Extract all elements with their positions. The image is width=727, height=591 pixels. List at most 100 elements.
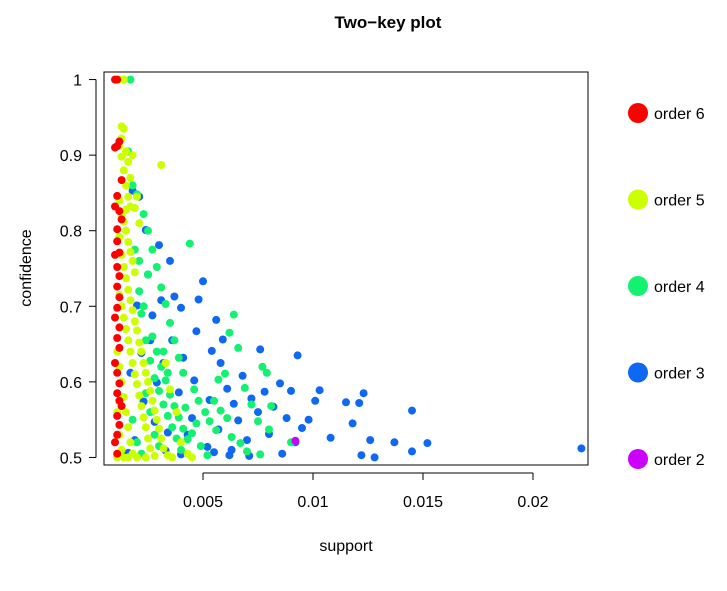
data-point bbox=[139, 302, 148, 311]
data-point bbox=[144, 434, 152, 443]
legend-item: order 6 bbox=[628, 103, 705, 123]
data-point bbox=[254, 408, 262, 417]
legend-swatch bbox=[628, 189, 648, 210]
data-point bbox=[216, 359, 225, 367]
data-point bbox=[155, 424, 163, 433]
data-point bbox=[113, 411, 122, 420]
data-point bbox=[137, 309, 146, 318]
data-point bbox=[163, 428, 172, 437]
data-point bbox=[152, 263, 161, 271]
y-tick-label: 1 bbox=[73, 73, 82, 90]
data-point bbox=[408, 406, 416, 415]
data-point bbox=[258, 362, 267, 371]
data-point bbox=[115, 323, 124, 332]
y-tick-label: 0.6 bbox=[60, 375, 82, 392]
data-point bbox=[181, 403, 190, 412]
data-point bbox=[115, 379, 124, 388]
data-point bbox=[128, 415, 137, 424]
data-point bbox=[119, 166, 128, 175]
legend-label: order 3 bbox=[654, 366, 705, 383]
legend-label: order 5 bbox=[654, 193, 705, 210]
data-point bbox=[177, 445, 185, 454]
data-point bbox=[293, 351, 302, 360]
data-point bbox=[133, 380, 141, 389]
data-point bbox=[247, 400, 256, 409]
data-point bbox=[113, 263, 122, 271]
data-point bbox=[122, 205, 130, 214]
data-point bbox=[196, 442, 205, 451]
data-point bbox=[130, 370, 139, 379]
data-point bbox=[201, 408, 210, 417]
x-tick-label: 0.02 bbox=[517, 494, 548, 511]
legend-label: order 4 bbox=[654, 279, 705, 296]
data-point bbox=[148, 396, 157, 405]
data-point bbox=[150, 451, 159, 460]
data-point bbox=[174, 388, 183, 397]
data-point bbox=[267, 402, 276, 411]
data-point bbox=[128, 359, 137, 367]
data-point bbox=[276, 379, 284, 388]
data-point bbox=[159, 400, 168, 409]
data-point bbox=[423, 439, 432, 448]
data-point bbox=[139, 359, 148, 367]
data-point bbox=[262, 368, 271, 377]
legend-swatch bbox=[628, 362, 648, 383]
series-order-3 bbox=[122, 186, 586, 462]
y-tick-label: 0.8 bbox=[60, 224, 82, 241]
data-point bbox=[148, 332, 157, 341]
data-point bbox=[135, 287, 144, 296]
data-point bbox=[146, 386, 155, 395]
data-point bbox=[282, 414, 291, 423]
data-point bbox=[225, 328, 234, 337]
data-point bbox=[157, 283, 166, 292]
data-point bbox=[223, 384, 232, 393]
data-point bbox=[124, 157, 133, 166]
data-point bbox=[148, 311, 157, 320]
series-order-2 bbox=[291, 436, 300, 445]
data-point bbox=[124, 453, 133, 462]
data-point bbox=[199, 277, 207, 286]
data-point bbox=[126, 247, 135, 256]
data-point bbox=[205, 417, 214, 426]
data-point bbox=[117, 152, 126, 161]
legend-item: order 4 bbox=[628, 276, 705, 296]
data-point bbox=[113, 368, 122, 377]
y-tick-label: 0.5 bbox=[60, 450, 82, 467]
data-point bbox=[247, 394, 256, 403]
data-point bbox=[256, 450, 265, 459]
data-point bbox=[256, 345, 265, 354]
data-point bbox=[133, 453, 141, 462]
x-tick-label: 0.01 bbox=[297, 494, 328, 511]
data-point bbox=[119, 263, 128, 271]
data-point bbox=[150, 374, 159, 383]
data-point bbox=[183, 435, 192, 444]
data-point bbox=[119, 313, 128, 322]
data-point bbox=[227, 433, 236, 441]
data-point bbox=[130, 268, 139, 277]
data-point bbox=[150, 406, 159, 415]
plot-area-frame bbox=[103, 71, 589, 466]
data-point bbox=[144, 377, 152, 386]
data-point bbox=[115, 420, 124, 429]
data-point bbox=[115, 207, 124, 216]
data-point bbox=[141, 453, 150, 462]
data-point bbox=[146, 356, 155, 365]
y-tick-label: 0.7 bbox=[60, 299, 82, 316]
data-point bbox=[161, 359, 170, 367]
data-point bbox=[148, 245, 157, 254]
data-point bbox=[115, 137, 124, 146]
data-point bbox=[122, 408, 130, 417]
data-point bbox=[124, 192, 133, 201]
data-point bbox=[315, 386, 324, 395]
data-point bbox=[359, 389, 368, 398]
data-point bbox=[240, 383, 249, 392]
data-point bbox=[168, 423, 177, 432]
data-point bbox=[135, 219, 144, 228]
data-point bbox=[113, 75, 122, 84]
data-point bbox=[144, 270, 152, 279]
data-point bbox=[210, 396, 218, 405]
data-point bbox=[135, 256, 144, 265]
data-point bbox=[355, 399, 364, 407]
data-point bbox=[311, 396, 320, 405]
